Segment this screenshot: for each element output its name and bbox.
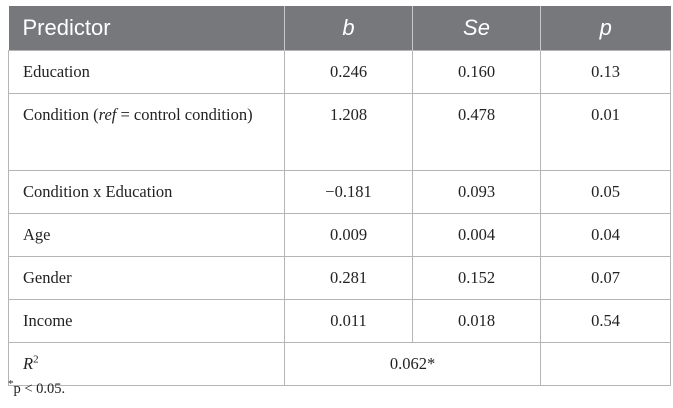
- cell-predictor: Income: [8, 299, 285, 343]
- cell-b: 0.011: [284, 299, 413, 343]
- r2-empty-cell: [540, 342, 671, 386]
- footnote-asterisk: *: [8, 378, 14, 391]
- cell-se: 0.018: [412, 299, 541, 343]
- cell-se: 0.152: [412, 256, 541, 300]
- header-row: Predictor b Se p: [8, 6, 671, 51]
- cell-predictor: Condition x Education: [8, 170, 285, 214]
- cell-p: 0.13: [540, 50, 671, 94]
- table-row: Condition x Education −0.181 0.093 0.05: [8, 170, 671, 214]
- header-predictor: Predictor: [8, 6, 285, 51]
- table-row: Education 0.246 0.160 0.13: [8, 50, 671, 94]
- cell-p: 0.05: [540, 170, 671, 214]
- cell-b: 0.281: [284, 256, 413, 300]
- table-row: Income 0.011 0.018 0.54: [8, 299, 671, 343]
- regression-table: Predictor b Se p Education 0.246 0.160 0…: [8, 6, 671, 386]
- cell-predictor: Condition (ref = control condition): [8, 93, 285, 171]
- cell-p: 0.01: [540, 93, 671, 171]
- cell-b: 1.208: [284, 93, 413, 171]
- r2-row: R2 0.062*: [8, 342, 671, 386]
- header-se: Se: [412, 6, 541, 51]
- table-row: Age 0.009 0.004 0.04: [8, 213, 671, 257]
- predictor-text-post: = control condition): [116, 105, 253, 124]
- predictor-text-ref: ref: [98, 105, 117, 124]
- cell-predictor: Gender: [8, 256, 285, 300]
- cell-predictor: Age: [8, 213, 285, 257]
- cell-b: 0.246: [284, 50, 413, 94]
- cell-se: 0.004: [412, 213, 541, 257]
- cell-b: −0.181: [284, 170, 413, 214]
- predictor-text-pre: Condition (: [23, 105, 99, 124]
- cell-b: 0.009: [284, 213, 413, 257]
- table-row: Condition (ref = control condition) 1.20…: [8, 93, 671, 171]
- cell-se: 0.093: [412, 170, 541, 214]
- cell-se: 0.478: [412, 93, 541, 171]
- footnote-text: p < 0.05.: [13, 381, 66, 397]
- cell-p: 0.07: [540, 256, 671, 300]
- table-row: Gender 0.281 0.152 0.07: [8, 256, 671, 300]
- header-b: b: [284, 6, 413, 51]
- cell-p: 0.54: [540, 299, 671, 343]
- r2-superscript: 2: [33, 353, 39, 366]
- cell-se: 0.160: [412, 50, 541, 94]
- cell-p: 0.04: [540, 213, 671, 257]
- cell-predictor: Education: [8, 50, 285, 94]
- header-p: p: [540, 6, 671, 51]
- r2-label: R2: [8, 342, 285, 386]
- table-footnote: *p < 0.05.: [8, 378, 66, 398]
- r2-value: 0.062*: [284, 342, 541, 386]
- r2-symbol: R: [23, 354, 34, 373]
